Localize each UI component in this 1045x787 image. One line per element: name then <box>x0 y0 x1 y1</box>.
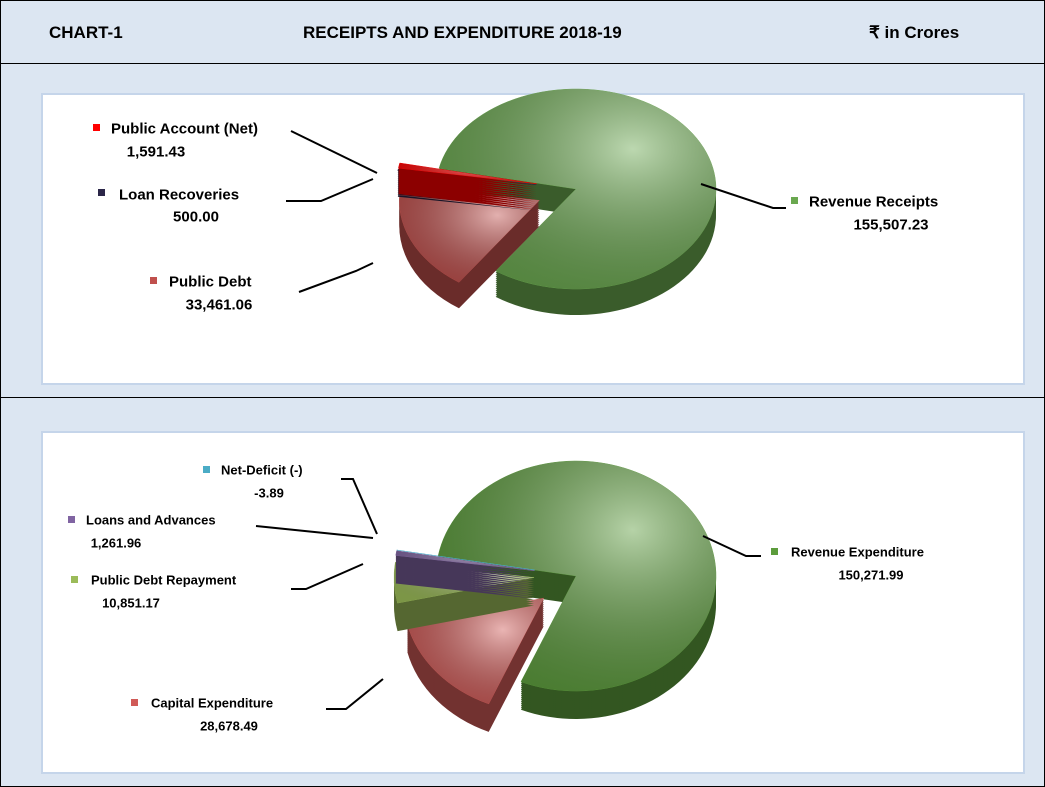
slice-value: 500.00 <box>173 208 219 225</box>
legend-marker <box>93 124 100 131</box>
slice-side <box>396 572 535 593</box>
slice-shine <box>395 550 535 571</box>
slice-side <box>396 562 535 583</box>
slice-side <box>396 574 535 595</box>
slice-shine <box>398 163 537 184</box>
slice-label: Public Debt <box>169 273 252 290</box>
slice-value: 155,507.23 <box>853 216 928 233</box>
divider <box>1 397 1044 398</box>
leader-line <box>326 678 384 710</box>
slice-side <box>396 560 535 581</box>
slice-side <box>396 554 535 575</box>
legend-marker <box>203 466 210 473</box>
pie-slice <box>398 162 537 210</box>
legend-marker <box>771 548 778 555</box>
slice-side <box>396 568 535 589</box>
legend-marker <box>98 189 105 196</box>
slice-side <box>396 570 535 591</box>
leader-line <box>700 183 786 209</box>
slice-label: Loans and Advances <box>86 513 216 528</box>
slice-label: Revenue Receipts <box>809 193 938 210</box>
slice-value: 1,261.96 <box>91 536 142 551</box>
slice-value: 10,851.17 <box>102 596 160 611</box>
slice-value: 150,271.99 <box>838 568 903 583</box>
slice-side <box>396 552 535 573</box>
slice-value: -3.89 <box>254 486 284 501</box>
pie-slice <box>438 88 717 315</box>
slice-shine <box>396 550 535 571</box>
pie-slice <box>395 550 535 599</box>
slice-shine <box>399 186 540 283</box>
pie-slice <box>396 549 535 599</box>
slice-label: Public Account (Net) <box>111 120 258 137</box>
slice-value: 1,591.43 <box>127 143 185 160</box>
leader-line <box>702 535 761 557</box>
leader-line <box>286 178 374 202</box>
chart-label: CHART-1 <box>49 23 123 42</box>
slice-label: Net-Deficit (-) <box>221 463 303 478</box>
leader-line <box>290 130 378 174</box>
leader-line <box>298 262 374 293</box>
slice-shine <box>407 598 544 704</box>
slice-label: Revenue Expenditure <box>791 545 924 560</box>
legend-marker <box>68 516 75 523</box>
leader-line <box>291 563 364 590</box>
leader-line <box>341 478 378 535</box>
legend-marker <box>150 277 157 284</box>
slice-shine <box>438 461 716 691</box>
slice-label: Loan Recoveries <box>119 186 239 203</box>
slice-label: Capital Expenditure <box>151 696 273 711</box>
slice-side <box>396 566 535 587</box>
slice-side <box>396 576 535 597</box>
legend-marker <box>71 576 78 583</box>
pie-slice <box>437 460 717 719</box>
slice-value: 33,461.06 <box>186 296 253 313</box>
chart-title: RECEIPTS AND EXPENDITURE 2018-19 <box>303 23 622 42</box>
header: CHART-1 RECEIPTS AND EXPENDITURE 2018-19… <box>1 1 1044 64</box>
legend-marker <box>791 197 798 204</box>
slice-side <box>397 195 537 211</box>
slice-side <box>396 578 535 599</box>
slice-value: 28,678.49 <box>200 719 258 734</box>
slice-label: Public Debt Repayment <box>91 573 237 588</box>
pie-slice <box>406 597 545 732</box>
slice-side <box>396 556 535 577</box>
slice-side <box>396 564 535 585</box>
pie-slice <box>399 186 540 309</box>
legend-marker <box>131 699 138 706</box>
slice-side <box>396 558 535 579</box>
slice-shine <box>439 88 716 289</box>
leader-line <box>255 525 374 539</box>
unit: ₹ in Crores <box>869 23 960 42</box>
